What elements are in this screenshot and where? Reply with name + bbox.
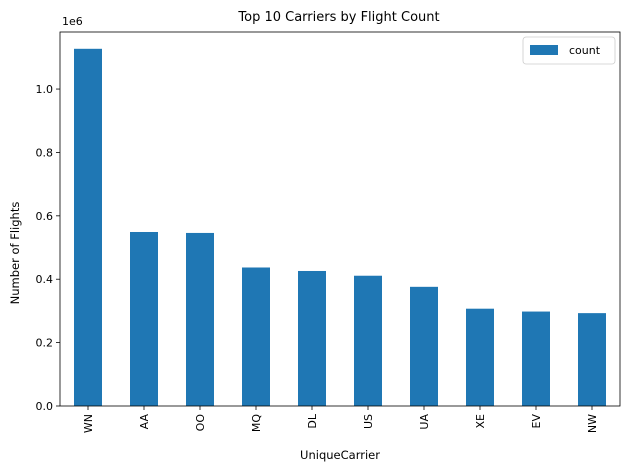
x-tick-label-ev: EV xyxy=(530,414,543,429)
legend-swatch xyxy=(530,45,558,55)
bar-ua xyxy=(410,286,438,406)
x-tick-label-xe: XE xyxy=(474,414,487,429)
plot-frame xyxy=(59,31,621,407)
bar-wn xyxy=(74,48,102,406)
y-axis-label: Number of Flights xyxy=(8,202,22,305)
bar-aa xyxy=(130,231,158,406)
legend: count xyxy=(522,36,616,65)
x-tick-label-us: US xyxy=(362,414,375,429)
x-tick-label-dl: DL xyxy=(306,413,319,428)
bar-us xyxy=(354,275,382,406)
x-tick-label-aa: AA xyxy=(138,414,151,430)
legend-label: count xyxy=(569,44,601,57)
chart-title: Top 10 Carriers by Flight Count xyxy=(237,10,439,25)
y-axis-ticks: 0.0 0.2 0.4 0.6 0.8 1.0 xyxy=(36,83,60,413)
bar-nw xyxy=(578,313,606,406)
x-axis-label: UniqueCarrier xyxy=(300,448,380,462)
x-tick-label-mq: MQ xyxy=(250,414,263,432)
bars-group xyxy=(74,48,606,406)
y-offset-label: 1e6 xyxy=(62,15,83,28)
x-tick-label-ua: UA xyxy=(418,414,431,430)
x-axis-ticks: WN AA OO MQ DL US UA XE EV NW xyxy=(82,406,599,433)
y-tick-label: 1.0 xyxy=(36,83,54,96)
y-tick-label: 0.2 xyxy=(36,337,54,350)
bar-mq xyxy=(242,267,270,406)
bar-dl xyxy=(298,270,326,406)
x-tick-label-wn: WN xyxy=(82,414,95,433)
y-tick-label: 0.8 xyxy=(36,146,54,159)
legend-box xyxy=(522,36,616,65)
bar-ev xyxy=(522,311,550,406)
bar-xe xyxy=(466,308,494,406)
y-tick-label: 0.4 xyxy=(36,273,54,286)
x-tick-label-nw: NW xyxy=(586,414,599,433)
y-tick-label: 0.6 xyxy=(36,210,54,223)
y-tick-label: 0.0 xyxy=(36,400,54,413)
bar-oo xyxy=(186,232,214,406)
x-tick-label-oo: OO xyxy=(194,414,207,432)
